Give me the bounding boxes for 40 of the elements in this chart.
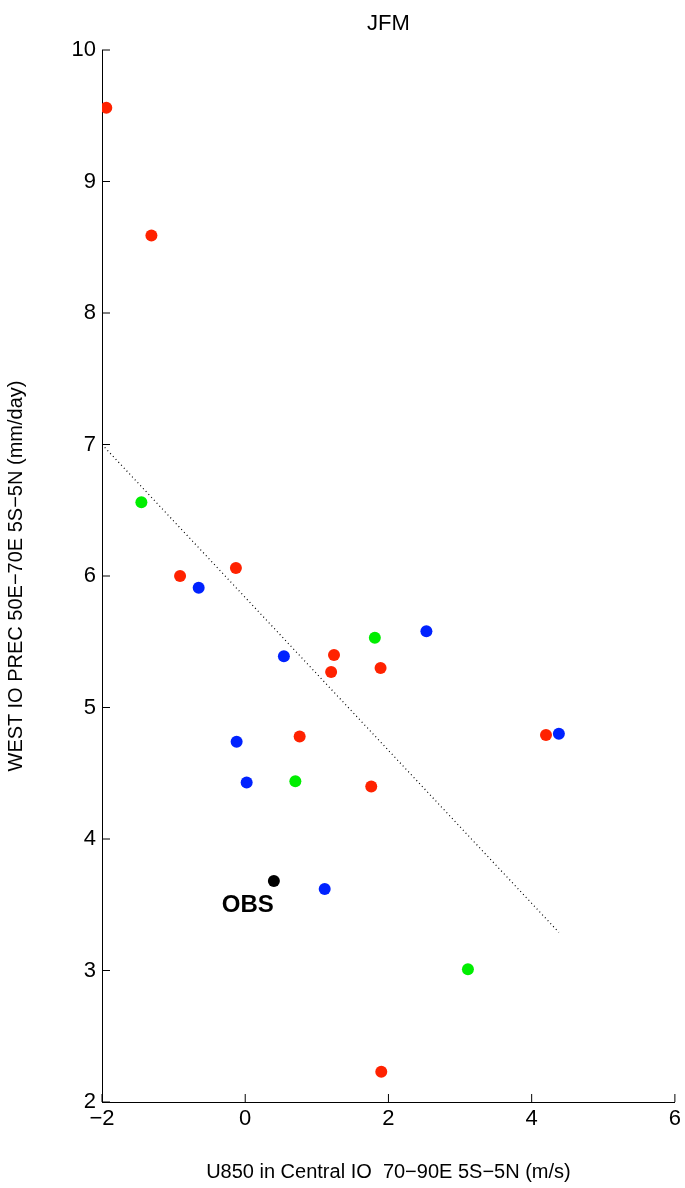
point	[318, 882, 331, 895]
point	[365, 780, 378, 793]
y-tick-label: 9	[83, 167, 96, 193]
point	[289, 775, 302, 788]
annotation: OBS	[221, 889, 274, 917]
point	[229, 562, 242, 575]
y-tick-label: 2	[83, 1088, 96, 1114]
y-tick-label: 3	[83, 956, 96, 982]
point	[102, 101, 113, 114]
y-tick-label: 4	[83, 825, 96, 851]
point	[368, 631, 381, 644]
x-tick-label: 0	[239, 1105, 252, 1131]
point	[374, 662, 387, 675]
point	[420, 625, 433, 638]
point	[325, 666, 338, 678]
y-axis-title: WEST IO PREC 50E−70E 5S−5N (mm/day)	[3, 380, 26, 772]
y-tick-label: 7	[83, 430, 96, 456]
y-tick-label: 5	[83, 693, 96, 719]
x-axis-title: U850 in Central IO 70−90E 5S−5N (m/s)	[206, 1159, 571, 1182]
point	[135, 496, 148, 509]
point	[328, 648, 341, 661]
point	[240, 776, 253, 789]
point	[174, 570, 187, 582]
y-tick-label: 6	[83, 562, 96, 588]
y-tick-label: 8	[83, 299, 96, 325]
point	[375, 1065, 388, 1078]
point	[293, 730, 306, 743]
point	[267, 875, 280, 888]
chart-title: JFM	[367, 10, 410, 36]
point	[539, 729, 552, 742]
y-tick-label: 10	[71, 36, 96, 62]
point	[230, 735, 243, 748]
point	[552, 727, 565, 740]
point	[277, 650, 290, 663]
x-tick-label: 4	[525, 1105, 538, 1131]
point	[145, 229, 158, 242]
x-tick-label: 6	[668, 1105, 682, 1131]
point	[192, 581, 205, 594]
x-tick-label: 2	[382, 1105, 395, 1131]
point	[461, 963, 474, 976]
